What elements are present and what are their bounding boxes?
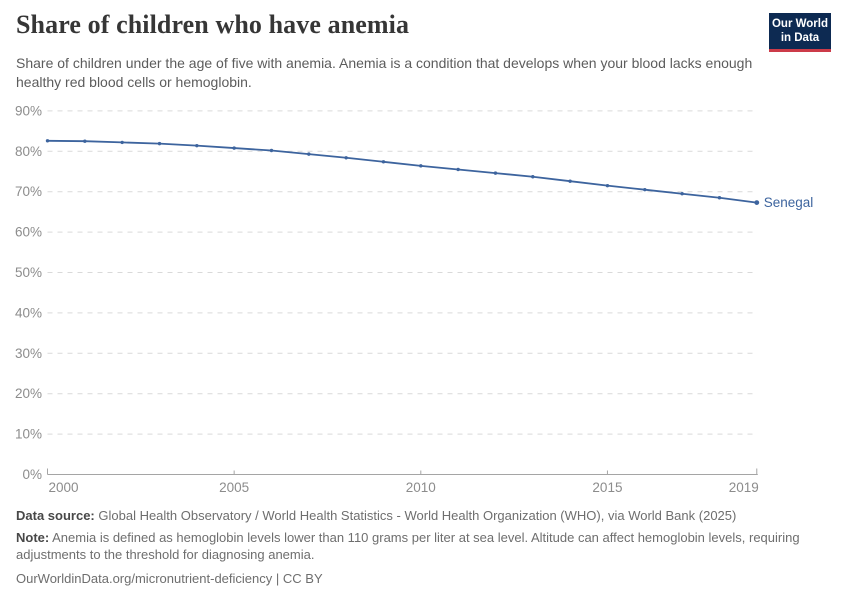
data-point [754, 200, 760, 206]
x-axis-tick-label: 2015 [592, 480, 622, 495]
y-axis-tick-label: 40% [15, 305, 42, 320]
data-point [232, 146, 236, 150]
note-label: Note: [16, 529, 50, 545]
y-axis-tick-label: 80% [15, 144, 42, 159]
data-point [456, 167, 460, 172]
series-label-senegal: Senegal [764, 195, 814, 210]
data-point [195, 143, 199, 148]
chart-footer: Data source: Global Health Observatory /… [16, 507, 836, 587]
data-point [717, 196, 722, 200]
note-row: Note: Anemia is defined as hemoglobin le… [16, 529, 836, 564]
data-point [643, 187, 647, 192]
license-text: CC BY [282, 570, 323, 586]
data-point [680, 192, 684, 196]
owid-logo-line2: in Data [780, 32, 820, 44]
x-axis-tick-label: 2019 [729, 480, 759, 495]
data-point [531, 175, 535, 179]
chart-subtitle: Share of children under the age of five … [16, 55, 753, 90]
owid-logo-line1: Our World [771, 18, 828, 30]
data-point [568, 179, 572, 183]
x-axis-tick-label: 2005 [219, 480, 249, 495]
footer-separator: | [275, 570, 280, 586]
data-point [45, 139, 50, 143]
footer-url[interactable]: OurWorldinData.org/micronutrient-deficie… [16, 570, 273, 586]
data-point [381, 160, 386, 164]
y-axis-tick-label: 0% [22, 467, 42, 482]
page-title: Share of children who have anemia [16, 10, 410, 39]
x-axis-tick-label: 2000 [49, 480, 79, 495]
data-point [157, 141, 162, 146]
data-point [419, 164, 423, 168]
data-point [269, 148, 274, 153]
y-axis-tick-label: 60% [15, 225, 42, 240]
data-point [493, 171, 498, 175]
x-axis-tick-label: 2010 [406, 480, 436, 495]
y-axis-tick-label: 30% [15, 346, 42, 361]
owid-logo-box: Our World in Data [769, 13, 831, 49]
series-line-senegal [47, 139, 757, 204]
data-point [307, 152, 311, 156]
data-source-label: Data source: [16, 508, 95, 523]
y-axis-tick-label: 70% [15, 184, 42, 199]
y-axis-tick-label: 10% [15, 427, 42, 442]
data-source-text: Global Health Observatory / World Health… [98, 508, 737, 523]
y-axis-tick-label: 50% [15, 265, 42, 280]
license-row: OurWorldinData.org/micronutrient-deficie… [16, 570, 836, 588]
y-axis-tick-label: 90% [15, 103, 42, 118]
data-point [344, 156, 348, 160]
owid-logo-stripe [769, 49, 831, 52]
data-point [605, 183, 610, 188]
note-text: Anemia is defined as hemoglobin levels l… [16, 529, 800, 563]
owid-logo: Our World in Data [769, 13, 831, 52]
data-source-row: Data source: Global Health Observatory /… [16, 507, 836, 525]
data-point [120, 140, 124, 145]
data-point [83, 139, 87, 143]
y-axis-tick-label: 20% [15, 386, 42, 401]
